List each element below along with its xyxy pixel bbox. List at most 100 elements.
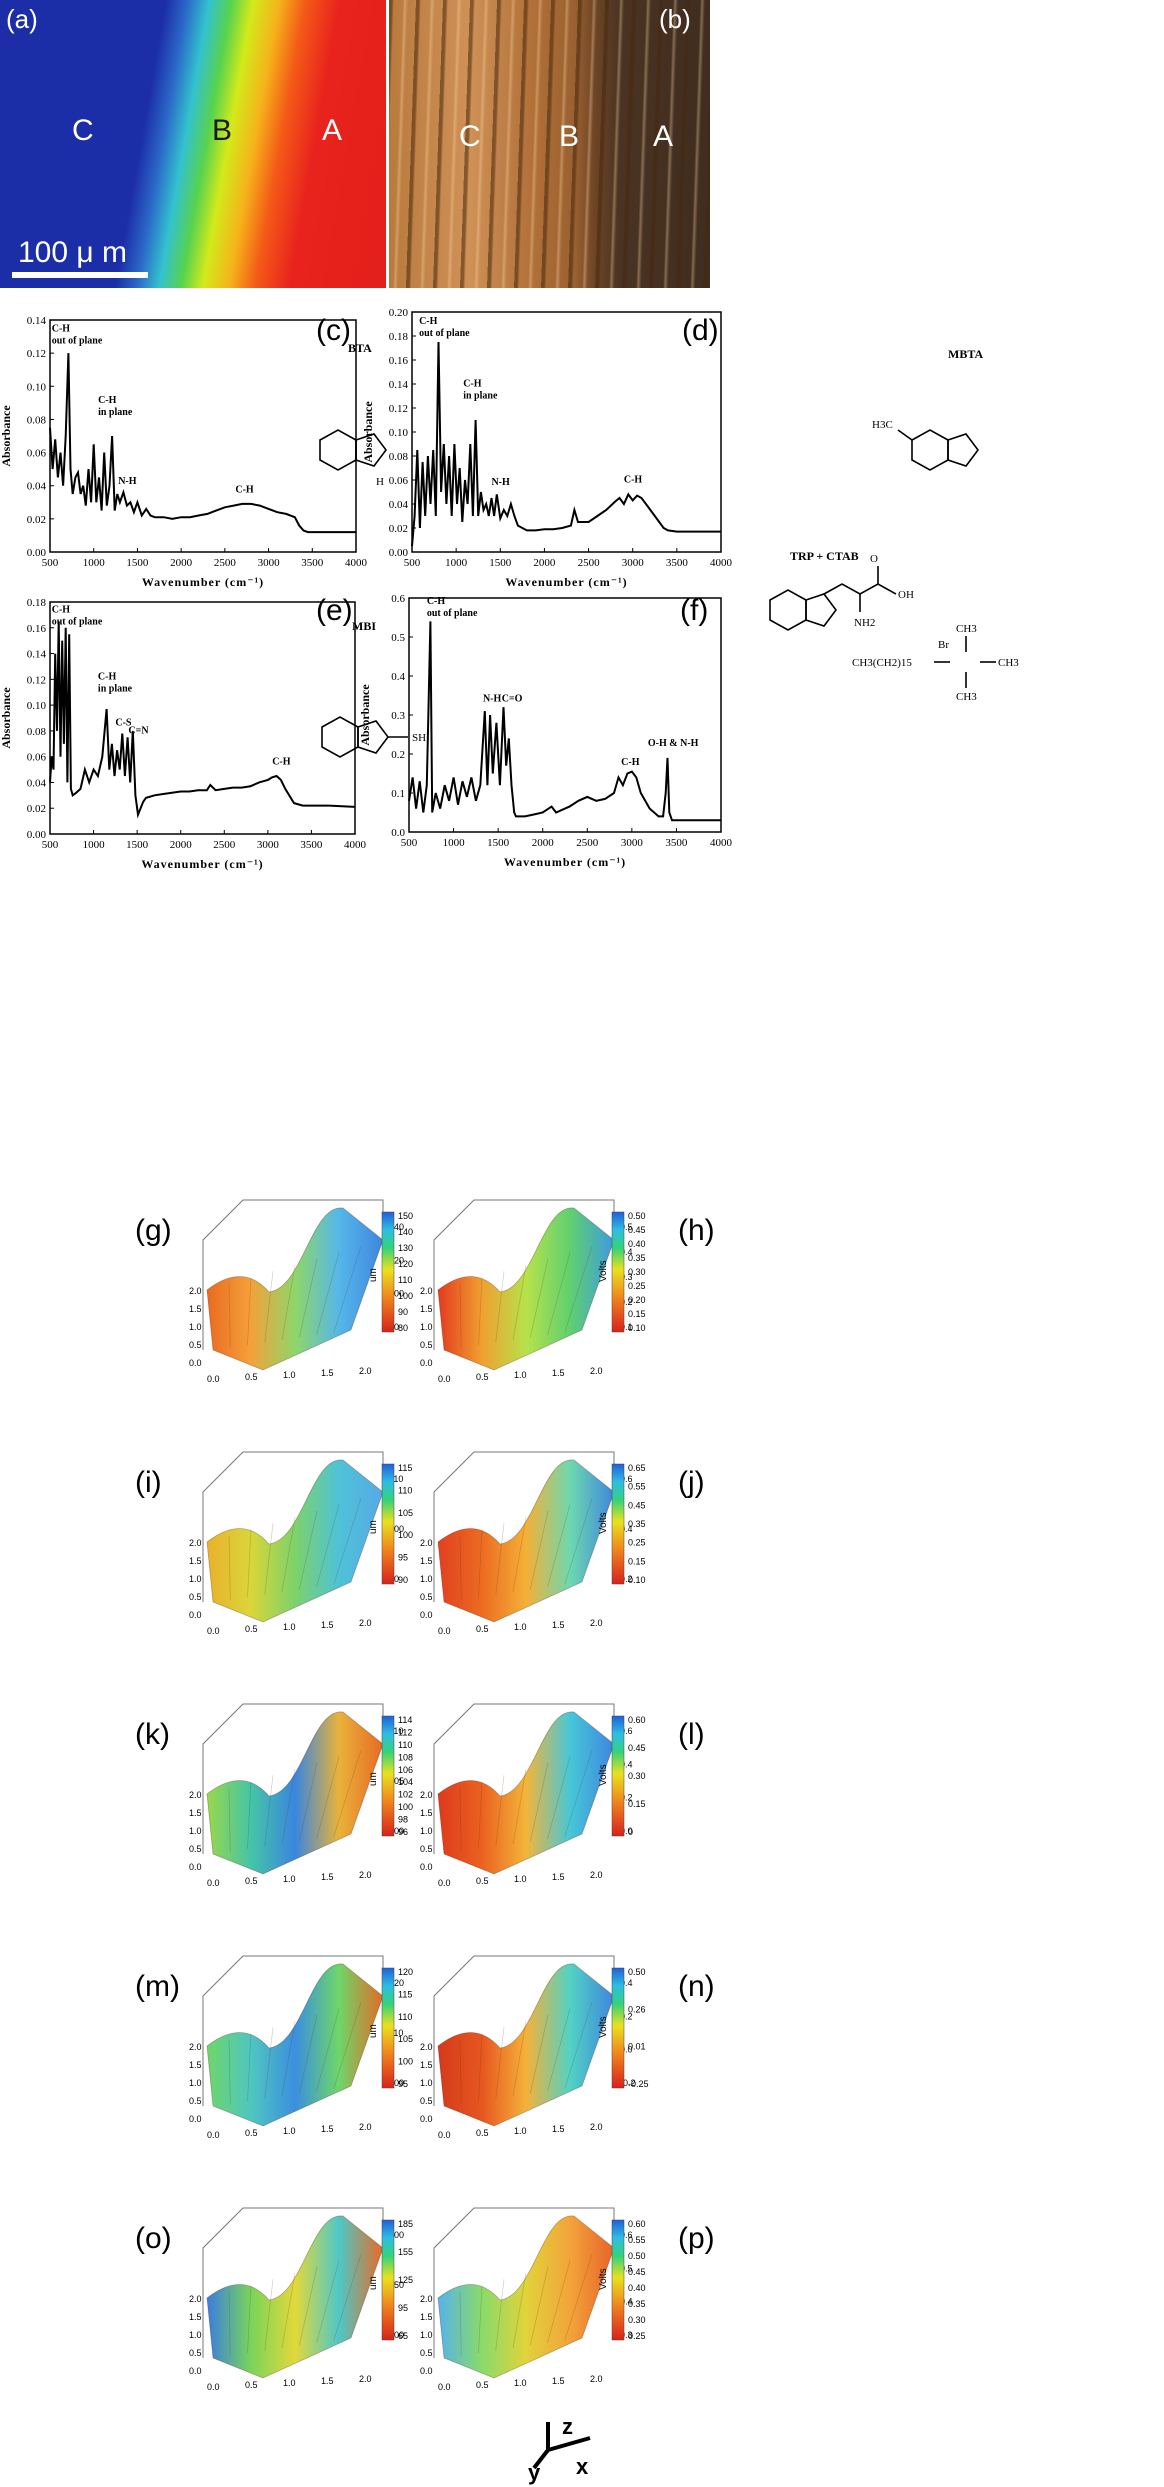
mesh-line [316, 1756, 340, 1840]
mesh-line [264, 1271, 274, 1343]
x-tick-label: 2000 [533, 557, 556, 569]
scale-bar-label: 100 μ m [18, 236, 127, 269]
molecule-label-trp-ctab: TRP + CTAB [790, 549, 859, 563]
molecule-ctab-ch3-top: CH3 [956, 623, 977, 635]
x-tick-label: 1500 [489, 557, 512, 569]
chart-e: 500 1000 1500 2000 2500 3000 3500 4000 0.00 0.02 0… [0, 594, 367, 871]
molecule-trp-oh: OH [898, 589, 914, 601]
x-axis-title: Wavenumber (cm⁻¹) [505, 575, 627, 589]
x-tick-label: 2.0 [359, 1870, 372, 1880]
spectrum-line [411, 341, 721, 547]
colorbar-unit: Volts [598, 1260, 609, 1282]
y-tick-label: 0.12 [27, 674, 46, 686]
x-tick-label: 0.0 [438, 1374, 451, 1384]
molecule-mbta-sub: H3C [872, 419, 893, 431]
mesh-line [247, 1277, 252, 1346]
z-tick-label: 0.2 [620, 1574, 633, 1584]
mesh-line [459, 1535, 462, 1600]
x-tick-label: 0.0 [207, 1626, 220, 1636]
x-tick-label: 3500 [665, 837, 688, 849]
colorbar-tick-label: 110 [398, 2012, 412, 2022]
surface-mesh-p [437, 2215, 615, 2379]
molecule-mbi-sub: SH [412, 732, 426, 744]
mesh-line [228, 2039, 231, 2104]
molecule-ctab-ch3-right: CH3 [998, 657, 1019, 669]
colorbar-tick-label: 0.15 [628, 1799, 646, 1809]
z-tick-label: 0.4 [620, 1759, 633, 1769]
colorbar-tick-label: 106 [398, 1765, 413, 1775]
colorbar-tick-label: 120 [398, 1259, 413, 1269]
x-tick-label: 1.0 [283, 1370, 296, 1380]
y-tick-label: 0.12 [27, 348, 46, 360]
colorbar-tick-label: 102 [398, 1790, 413, 1800]
y-tick-label: 0.20 [389, 307, 409, 319]
y-tick-label: 1.5 [189, 1556, 202, 1566]
molecule-ctab: CH3(CH2)15 [852, 657, 912, 669]
surface-mesh-i [206, 1459, 384, 1623]
colorbar-tick-label: 0.40 [628, 1239, 646, 1249]
mesh-line [529, 1258, 549, 1338]
x-tick-label: 1.5 [321, 1620, 334, 1630]
z-tick-label: 120 [389, 1978, 404, 1988]
y-tick-label: 0.0 [420, 2366, 433, 2376]
x-tick-label: 1.0 [514, 2378, 527, 2388]
mesh-line [316, 2260, 340, 2344]
chart-c: 500 1000 1500 2000 2500 3000 3500 4000 0.00 0.02 0… [0, 314, 368, 589]
y-tick-label: 1.5 [189, 1304, 202, 1314]
peak-annotation-sub: in plane [98, 407, 133, 418]
mesh-line [547, 1756, 571, 1840]
x-tick-label: 1.5 [552, 1368, 565, 1378]
colorbar-l [611, 1715, 625, 1837]
scale-bar [12, 272, 148, 278]
colorbar-tick-label: 115 [398, 1989, 412, 1999]
colorbar-tick-label: 0.50 [628, 2251, 646, 2261]
z-tick-label: 110 [389, 1474, 403, 1484]
y-tick-label: 2.0 [189, 1790, 202, 1800]
surface-mesh-m [206, 1963, 384, 2127]
panel-label-p: (p) [678, 2222, 715, 2255]
z-tick-label: 0.6 [620, 2230, 633, 2240]
panel-label-k: (k) [135, 1718, 170, 1751]
x-tick-label: 0.5 [245, 2128, 258, 2138]
y-tick-label: 0.5 [189, 1844, 202, 1854]
x-tick-label: 2.0 [590, 2374, 603, 2384]
x-axis-title: Wavenumber (cm⁻¹) [504, 855, 626, 869]
y-tick-label: 0.1 [391, 788, 405, 800]
colorbar-i [381, 1463, 395, 1585]
colorbar-m [381, 1967, 395, 2089]
mesh-line [529, 2266, 549, 2346]
z-tick-label: 100 [389, 1524, 404, 1534]
mesh-line [459, 1283, 462, 1348]
y-tick-label: 0.12 [389, 403, 408, 415]
peak-annotation: N-H [491, 477, 510, 488]
z-tick-label: -0.2 [620, 2078, 636, 2088]
colorbar-tick-label: 0.55 [628, 2235, 646, 2245]
x-tick-label: 1.0 [514, 1622, 527, 1632]
mesh-line [478, 1781, 483, 1850]
colorbar-tick-label: 65 [398, 2331, 408, 2341]
y-tick-label: 0.00 [389, 547, 409, 559]
x-tick-label: 1500 [487, 837, 510, 849]
y-tick-label: 0.0 [189, 1610, 202, 1620]
colorbar-unit: um [368, 1268, 379, 1282]
colorbar-unit: um [368, 2276, 379, 2290]
y-tick-label: 0.5 [189, 1592, 202, 1602]
x-tick-label: 2500 [578, 557, 601, 569]
y-tick-label: 0.14 [27, 315, 47, 327]
panel-label-i: (i) [135, 1466, 162, 1499]
y-tick-label: 1.0 [420, 1574, 433, 1584]
y-tick-label: 2.0 [189, 2042, 202, 2052]
mesh-line [512, 1768, 527, 1845]
y-tick-label: 0.16 [389, 355, 409, 367]
z-tick-label: 0.4 [620, 1247, 633, 1257]
colorbar-tick-label: 0.50 [628, 1211, 646, 1221]
colorbar-tick-label: 0.10 [628, 1323, 646, 1333]
z-tick-label: 0.5 [620, 2263, 633, 2273]
x-tick-label: 1500 [126, 839, 149, 851]
colorbar-tick-label: 105 [398, 1508, 413, 1518]
mesh-line [247, 1781, 252, 1850]
colorbar-unit: Volts [598, 2268, 609, 2290]
peak-annotation: C-H [52, 604, 71, 615]
colorbar-tick-label: 0.45 [628, 2267, 646, 2277]
z-tick-label: 0.2 [620, 2011, 633, 2021]
